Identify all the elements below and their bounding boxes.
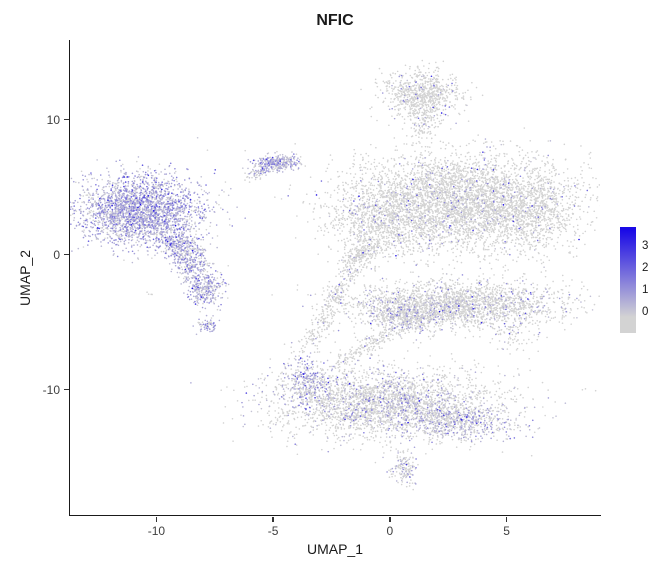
x-tick-mark bbox=[505, 516, 508, 522]
x-tick-label: -5 bbox=[267, 524, 279, 538]
y-tick-label: -10 bbox=[42, 382, 60, 397]
colorbar-tick-label: 3 bbox=[642, 240, 649, 253]
x-tick-label: -10 bbox=[147, 524, 166, 538]
umap-scatter-canvas bbox=[70, 40, 600, 515]
x-tick-mark bbox=[272, 516, 274, 522]
x-tick-label: 0 bbox=[386, 524, 394, 538]
y-tick-mark bbox=[64, 388, 69, 391]
x-tick-mark bbox=[389, 516, 391, 522]
y-tick-mark bbox=[64, 118, 69, 121]
y-tick-mark bbox=[64, 253, 69, 256]
colorbar-gradient bbox=[620, 227, 636, 333]
plot-title: NFIC bbox=[316, 12, 354, 29]
plot-panel bbox=[70, 40, 600, 515]
x-tick-mark bbox=[155, 516, 158, 522]
x-tick-label: 5 bbox=[503, 524, 510, 538]
y-axis-line bbox=[69, 40, 71, 516]
y-tick-label: 10 bbox=[46, 112, 60, 127]
colorbar-tick-label: 1 bbox=[642, 284, 649, 297]
y-axis-title: UMAP_2 bbox=[17, 249, 33, 307]
x-axis-line bbox=[69, 515, 601, 517]
x-axis-title: UMAP_1 bbox=[306, 541, 364, 557]
y-tick-label: 0 bbox=[53, 247, 60, 262]
colorbar-tick-label: 0 bbox=[642, 305, 649, 318]
colorbar-tick-label: 2 bbox=[642, 262, 649, 275]
